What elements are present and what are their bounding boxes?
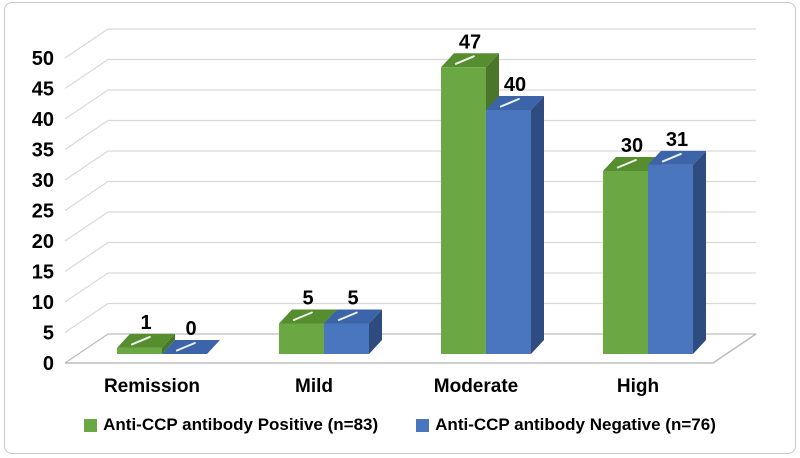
- bar-top-highlight: [454, 55, 475, 65]
- bar-top-highlight: [499, 98, 520, 108]
- bar-value-label: 31: [666, 129, 688, 151]
- bar-value-label: 5: [302, 288, 313, 310]
- bar-negative-moderate-side: [531, 96, 544, 354]
- bar-top-highlight: [616, 159, 637, 169]
- bar-top-highlight: [661, 152, 682, 163]
- floor-edge: [65, 333, 757, 364]
- bar-negative-mild-side: [369, 309, 382, 354]
- legend-item-negative: Anti-CCP antibody Negative (n=76): [416, 415, 716, 435]
- x-axis-label: Moderate: [434, 376, 518, 397]
- y-axis-label: 45: [32, 79, 54, 101]
- legend-label-negative: Anti-CCP antibody Negative (n=76): [435, 415, 716, 434]
- legend-swatch-negative-icon: [416, 418, 430, 432]
- x-axis-label: High: [617, 376, 659, 397]
- y-axis-label: 25: [32, 201, 54, 223]
- legend-item-positive: Anti-CCP antibody Positive (n=83): [84, 415, 378, 435]
- y-axis-label: 50: [32, 48, 54, 70]
- bar-value-label: 30: [621, 135, 643, 157]
- bar-value-label: 40: [504, 74, 526, 96]
- gridline: [64, 119, 756, 150]
- y-axis-label: 20: [32, 231, 54, 253]
- y-axis-label: 0: [43, 353, 54, 375]
- bar-value-label: 47: [459, 31, 481, 53]
- bar-negative-moderate: [486, 110, 531, 354]
- bar-top-highlight: [292, 311, 313, 321]
- y-axis-label: 30: [32, 170, 54, 192]
- y-axis-label: 5: [43, 323, 54, 345]
- bar-negative-high-side: [693, 150, 706, 354]
- y-axis-label: 35: [32, 140, 54, 162]
- bar-positive-mild: [279, 323, 324, 354]
- legend-label-positive: Anti-CCP antibody Positive (n=83): [103, 415, 379, 434]
- bar-negative-high: [648, 164, 693, 354]
- gridline: [64, 28, 756, 59]
- bar-negative-mild: [324, 323, 369, 354]
- bar-top-highlight: [337, 311, 358, 321]
- x-axis-label: Mild: [295, 376, 333, 397]
- bar-top-highlight: [130, 335, 151, 346]
- x-axis-label: Remission: [104, 376, 200, 397]
- gridline: [64, 89, 756, 120]
- bar-positive-remission-side: [162, 333, 175, 354]
- bar-positive-remission: [117, 347, 162, 354]
- y-axis-label: 15: [32, 262, 54, 284]
- y-axis-label: 10: [32, 292, 54, 314]
- bar-top-highlight: [175, 342, 196, 352]
- bar-positive-moderate: [441, 67, 486, 355]
- bar-positive-high: [603, 171, 648, 354]
- gridline: [64, 58, 756, 89]
- bar-value-label: 5: [347, 288, 358, 310]
- legend-swatch-positive-icon: [84, 418, 98, 432]
- y-axis-label: 40: [32, 109, 54, 131]
- chart-legend: Anti-CCP antibody Positive (n=83) Anti-C…: [0, 408, 800, 442]
- bar-value-label: 0: [185, 318, 196, 340]
- bar-value-label: 1: [140, 312, 151, 334]
